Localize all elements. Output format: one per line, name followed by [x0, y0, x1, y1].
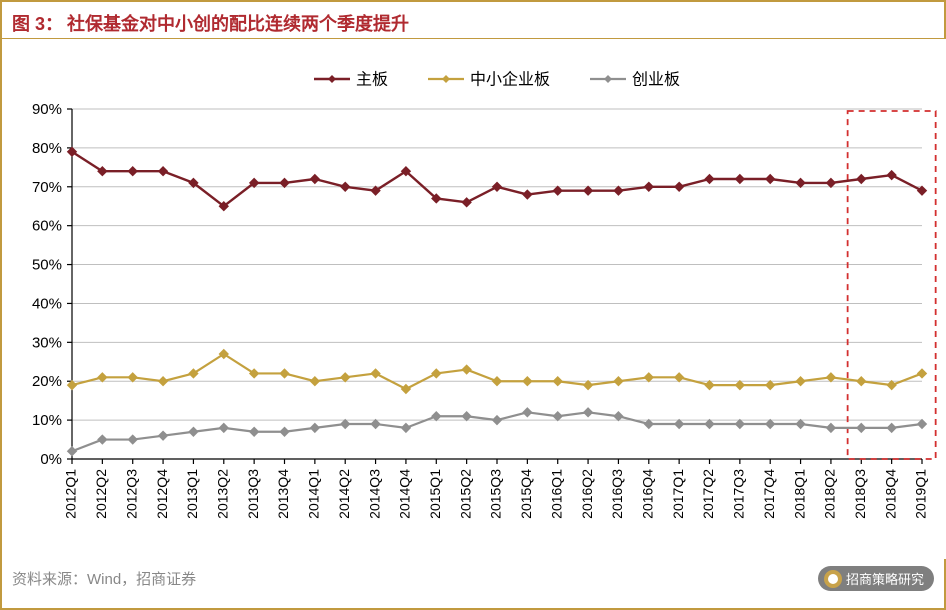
- svg-text:2012Q3: 2012Q3: [123, 469, 139, 519]
- figure-title: 社保基金对中小创的配比连续两个季度提升: [67, 10, 409, 36]
- svg-text:70%: 70%: [32, 179, 62, 196]
- figure-number: 图 3：: [12, 10, 63, 36]
- svg-text:2014Q3: 2014Q3: [366, 469, 382, 519]
- figure-footer: 资料来源：Wind，招商证券 招商策略研究: [2, 564, 944, 595]
- svg-text:2015Q2: 2015Q2: [457, 469, 473, 519]
- svg-text:2018Q2: 2018Q2: [822, 469, 838, 519]
- svg-text:2017Q4: 2017Q4: [761, 469, 777, 519]
- svg-text:2018Q3: 2018Q3: [852, 469, 868, 519]
- svg-text:2012Q2: 2012Q2: [93, 469, 109, 519]
- svg-text:2016Q1: 2016Q1: [548, 469, 564, 519]
- svg-text:2014Q2: 2014Q2: [336, 469, 352, 519]
- svg-text:2015Q4: 2015Q4: [518, 469, 534, 519]
- svg-text:0%: 0%: [40, 451, 62, 468]
- source-label: 资料来源：Wind，招商证券: [12, 568, 196, 589]
- watermark-logo-icon: [824, 570, 842, 588]
- svg-text:2018Q1: 2018Q1: [791, 469, 807, 519]
- svg-text:主板: 主板: [356, 71, 388, 89]
- svg-text:2012Q4: 2012Q4: [154, 469, 170, 519]
- svg-text:2012Q1: 2012Q1: [63, 469, 79, 519]
- svg-text:2016Q2: 2016Q2: [579, 469, 595, 519]
- svg-text:2014Q4: 2014Q4: [397, 469, 413, 519]
- svg-text:2017Q2: 2017Q2: [700, 469, 716, 519]
- svg-text:2018Q4: 2018Q4: [882, 469, 898, 519]
- svg-text:2017Q1: 2017Q1: [670, 469, 686, 519]
- watermark-text: 招商策略研究: [846, 569, 924, 588]
- svg-text:创业板: 创业板: [632, 71, 680, 89]
- line-chart: 0% 10% 20% 30% 40% 50% 60% 70% 80% 90% 2012Q1 2012Q…: [2, 39, 946, 559]
- svg-text:30%: 30%: [32, 334, 62, 351]
- svg-text:50%: 50%: [32, 257, 62, 274]
- svg-text:2019Q1: 2019Q1: [913, 469, 929, 519]
- svg-text:2013Q1: 2013Q1: [184, 469, 200, 519]
- svg-text:10%: 10%: [32, 412, 62, 429]
- svg-text:2015Q1: 2015Q1: [427, 469, 443, 519]
- svg-text:2013Q4: 2013Q4: [275, 469, 291, 519]
- figure-container: 图 3： 社保基金对中小创的配比连续两个季度提升 0% 10% 20% 30% 40% 5…: [0, 0, 946, 610]
- svg-text:2017Q3: 2017Q3: [731, 469, 747, 519]
- svg-text:2015Q3: 2015Q3: [488, 469, 504, 519]
- svg-text:2013Q2: 2013Q2: [214, 469, 230, 519]
- watermark-badge: 招商策略研究: [818, 566, 934, 591]
- chart-area: 0% 10% 20% 30% 40% 50% 60% 70% 80% 90% 2012Q1 2012Q…: [2, 39, 944, 564]
- svg-text:90%: 90%: [32, 101, 62, 118]
- svg-text:2016Q3: 2016Q3: [609, 469, 625, 519]
- svg-text:2013Q3: 2013Q3: [245, 469, 261, 519]
- svg-text:中小企业板: 中小企业板: [470, 71, 550, 89]
- svg-text:80%: 80%: [32, 140, 62, 157]
- svg-text:2016Q4: 2016Q4: [639, 469, 655, 519]
- svg-text:20%: 20%: [32, 373, 62, 390]
- svg-text:2014Q1: 2014Q1: [306, 469, 322, 519]
- svg-text:60%: 60%: [32, 218, 62, 235]
- svg-text:40%: 40%: [32, 295, 62, 312]
- figure-title-row: 图 3： 社保基金对中小创的配比连续两个季度提升: [2, 2, 944, 39]
